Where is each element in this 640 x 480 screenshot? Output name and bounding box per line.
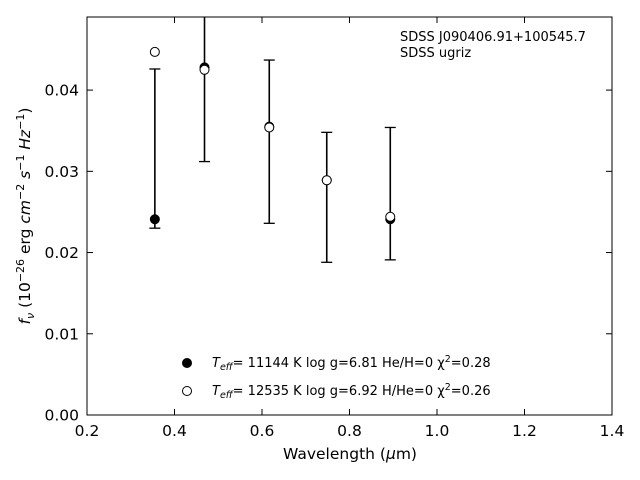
y-tick-label-2: 0.02 [44, 244, 79, 262]
model-point-open-2 [264, 122, 275, 133]
model-point-filled-0 [149, 214, 160, 225]
x-tick-label-0: 0.2 [75, 422, 100, 440]
legend-marker-filled [182, 358, 192, 368]
legend-marker-open [182, 386, 192, 396]
x-tick-label-1: 0.4 [162, 422, 187, 440]
x-tick-label-3: 0.8 [337, 422, 362, 440]
x-tick-label-5: 1.2 [512, 422, 537, 440]
chart-marks [149, 17, 396, 263]
y-tick-label-3: 0.03 [44, 163, 79, 181]
legend-entry-1: Teff= 11144 K log g=6.81 He/H=0 χ2=0.28 [212, 354, 491, 373]
annotation-object-name: SDSS J090406.91+100545.7 [400, 30, 586, 45]
legend: Teff= 11144 K log g=6.81 He/H=0 χ2=0.28 … [182, 354, 491, 401]
y-tick-label-0: 0.00 [44, 407, 79, 425]
model-point-open-1 [199, 64, 210, 75]
model-point-open-4 [385, 211, 396, 222]
model-point-open-0 [149, 46, 160, 57]
axis-ticks: 0.2 0.4 0.6 0.8 1.0 1.2 1.4 0.00 0.01 0.02 0.03 0.0… [44, 17, 624, 440]
y-tick-label-4: 0.04 [44, 82, 79, 100]
x-tick-label-2: 0.6 [250, 422, 275, 440]
annotation-survey: SDSS ugriz [400, 46, 471, 61]
x-axis-label: Wavelength (μm) [283, 445, 417, 463]
legend-entry-2: Teff= 12535 K log g=6.92 H/He=0 χ2=0.26 [212, 382, 491, 401]
x-tick-label-4: 1.0 [425, 422, 450, 440]
x-tick-label-6: 1.4 [600, 422, 625, 440]
model-point-open-3 [321, 175, 332, 186]
y-axis-label: fν (10−26 erg cm−2 s−1 Hz−1) [14, 108, 37, 325]
y-tick-label-1: 0.01 [44, 325, 79, 343]
